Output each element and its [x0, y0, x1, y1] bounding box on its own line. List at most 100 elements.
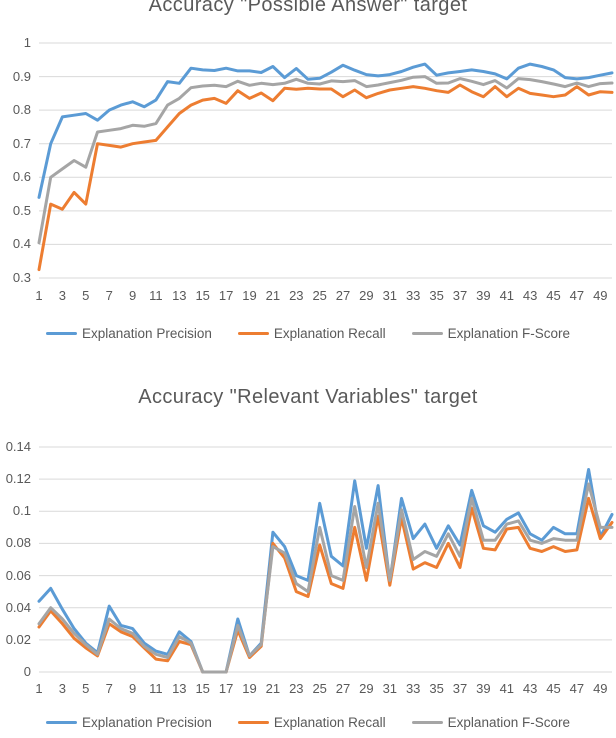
x-tick-label: 9: [128, 288, 137, 303]
x-tick-label: 15: [195, 288, 210, 303]
legend-item-fscore: Explanation F-Score: [411, 326, 570, 341]
x-tick-label: 21: [265, 681, 281, 696]
x-tick-label: 7: [105, 288, 113, 303]
x-tick-label: 37: [452, 681, 468, 696]
x-tick-label: 5: [82, 288, 90, 303]
legend-item-fscore: Explanation F-Score: [411, 715, 570, 730]
x-tick-label: 25: [312, 288, 327, 303]
chart-possible-answer: Accuracy "Possible Answer" target 1 0.9 0.…: [0, 0, 616, 355]
chart-title-clip: Accuracy "Possible Answer" target: [0, 0, 616, 23]
chart-title-wrap: Accuracy "Relevant Variables" target: [0, 386, 616, 409]
legend-possible-answer: Explanation Precision Explanation Recall…: [0, 326, 616, 341]
y-tick-label: 0.5: [12, 202, 31, 218]
legend-label-fscore: Explanation F-Score: [447, 326, 570, 341]
x-tick-label: 41: [499, 288, 515, 303]
legend-label-fscore: Explanation F-Score: [447, 715, 570, 730]
x-tick-label: 45: [546, 288, 561, 303]
x-tick-label: 47: [569, 681, 585, 696]
x-tick-label: 47: [569, 288, 585, 303]
y-tick-label: 0.8: [12, 102, 31, 118]
series-line-explanation-f-score: [37, 75, 614, 245]
plot-area-possible-answer: [37, 42, 614, 279]
series-line-explanation-precision: [37, 468, 614, 674]
chart-title-possible-answer: Accuracy "Possible Answer" target: [148, 0, 468, 16]
x-tick-label: 13: [172, 681, 187, 696]
legend-item-precision: Explanation Precision: [46, 326, 212, 341]
chart-relevant-variables: Accuracy "Relevant Variables" target 0.1…: [0, 355, 616, 738]
x-tick-label: 33: [405, 681, 421, 696]
y-tick-label: 0.9: [12, 68, 31, 84]
x-tick-label: 41: [499, 681, 515, 696]
x-tick-label: 11: [149, 681, 163, 696]
legend-item-precision: Explanation Precision: [46, 715, 212, 730]
y-tick-label: 0.12: [5, 471, 31, 487]
x-tick-label: 19: [242, 681, 257, 696]
x-tick-label: 17: [218, 288, 234, 303]
y-tick-label: 1: [23, 35, 31, 50]
x-tick-label: 29: [359, 288, 374, 303]
fscore-line-swatch: [411, 332, 443, 335]
x-tick-label: 43: [522, 681, 538, 696]
y-tick-label: 0.6: [12, 169, 31, 185]
fscore-line-swatch: [411, 721, 443, 724]
x-tick-label: 3: [58, 288, 66, 303]
chart-title-relevant-variables: Accuracy "Relevant Variables" target: [138, 386, 478, 408]
legend-item-recall: Explanation Recall: [237, 326, 386, 341]
legend-label-precision: Explanation Precision: [82, 326, 212, 341]
y-tick-label: 0.14: [5, 439, 31, 454]
x-tick-label: 15: [195, 681, 210, 696]
x-tick-label: 19: [242, 288, 257, 303]
x-tick-label: 39: [476, 288, 491, 303]
legend-label-precision: Explanation Precision: [82, 715, 212, 730]
x-tick-label: 21: [265, 288, 281, 303]
x-tick-label: 27: [335, 681, 351, 696]
precision-line-swatch: [46, 721, 78, 724]
x-tick-label: 9: [128, 681, 137, 696]
y-tick-label: 0: [23, 664, 31, 679]
x-tick-label: 11: [149, 288, 163, 303]
x-tick-label: 31: [382, 288, 398, 303]
x-tick-label: 33: [405, 288, 421, 303]
legend-label-recall: Explanation Recall: [273, 326, 386, 341]
x-tick-label: 35: [429, 681, 444, 696]
series-line-explanation-recall: [37, 83, 614, 272]
x-tick-label: 27: [335, 288, 351, 303]
x-tick-label: 49: [593, 681, 608, 696]
x-tick-label: 3: [58, 681, 66, 696]
x-tick-label: 17: [218, 681, 234, 696]
legend-label-recall: Explanation Recall: [273, 715, 386, 730]
x-tick-label: 39: [476, 681, 491, 696]
y-tick-label: 0.7: [12, 135, 31, 151]
x-tick-label: 43: [522, 288, 538, 303]
x-tick-label: 13: [172, 288, 187, 303]
y-tick-label: 0.08: [5, 535, 31, 551]
series-line-explanation-precision: [37, 62, 614, 199]
x-tick-label: 49: [593, 288, 608, 303]
x-tick-label: 37: [452, 288, 468, 303]
series-line-explanation-f-score: [37, 482, 614, 674]
recall-line-swatch: [237, 332, 269, 335]
x-tick-label: 7: [105, 681, 113, 696]
y-tick-label: 0.3: [12, 270, 31, 285]
x-tick-label: 1: [35, 288, 43, 303]
y-tick-label: 0.06: [5, 567, 31, 583]
y-tick-label: 0.1: [12, 503, 31, 519]
y-tick-label: 0.02: [5, 631, 31, 647]
legend-relevant-variables: Explanation Precision Explanation Recall…: [0, 715, 616, 730]
x-tick-label: 5: [82, 681, 90, 696]
x-tick-label: 31: [382, 681, 398, 696]
x-tick-label: 45: [546, 681, 561, 696]
legend-item-recall: Explanation Recall: [237, 715, 386, 730]
x-tick-label: 1: [35, 681, 43, 696]
x-tick-label: 35: [429, 288, 444, 303]
recall-line-swatch: [237, 721, 269, 724]
x-tick-label: 23: [289, 288, 304, 303]
x-tick-label: 23: [289, 681, 304, 696]
x-tick-label: 25: [312, 681, 327, 696]
series-line-explanation-recall: [37, 496, 614, 674]
x-tick-label: 29: [359, 681, 374, 696]
y-tick-label: 0.04: [5, 599, 31, 615]
plot-area-relevant-variables: [37, 446, 614, 674]
precision-line-swatch: [46, 332, 78, 335]
y-tick-label: 0.4: [12, 236, 31, 252]
